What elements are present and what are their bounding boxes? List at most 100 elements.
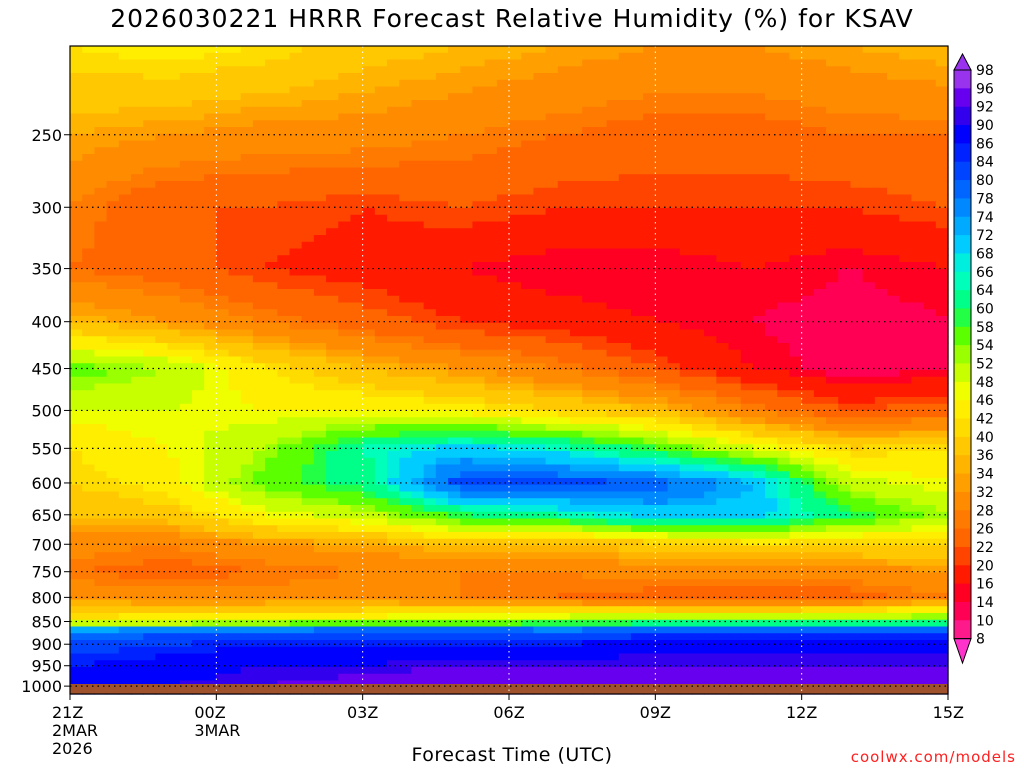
humidity-cell — [911, 424, 925, 432]
humidity-cell — [106, 397, 120, 405]
humidity-cell — [704, 228, 717, 236]
humidity-cell — [167, 444, 181, 452]
humidity-cell — [70, 289, 83, 297]
humidity-cell — [935, 403, 949, 412]
humidity-cell — [509, 127, 522, 135]
humidity-cell — [70, 100, 83, 108]
humidity-cell — [204, 255, 217, 263]
humidity-cell — [106, 505, 120, 513]
humidity-cell — [472, 390, 486, 398]
humidity-cell — [606, 214, 620, 223]
humidity-cell — [874, 424, 888, 432]
humidity-cell — [289, 397, 303, 405]
humidity-cell — [338, 255, 352, 263]
humidity-cell — [362, 228, 376, 236]
humidity-cell — [228, 201, 242, 209]
humidity-cell — [752, 491, 766, 499]
humidity-cell — [216, 363, 230, 371]
humidity-cell — [118, 451, 132, 459]
humidity-cell — [350, 289, 364, 297]
humidity-cell — [277, 214, 291, 223]
humidity-cell — [801, 235, 815, 243]
humidity-cell — [301, 397, 315, 405]
humidity-cell — [643, 228, 656, 236]
humidity-cell — [155, 59, 169, 67]
humidity-cell — [789, 289, 803, 297]
humidity-cell — [143, 457, 156, 466]
humidity-cell — [301, 356, 315, 364]
humidity-cell — [765, 424, 778, 432]
humidity-cell — [813, 241, 827, 250]
humidity-cell — [289, 437, 303, 445]
humidity-cell — [728, 255, 742, 263]
humidity-cell — [204, 309, 217, 317]
humidity-cell — [740, 174, 754, 182]
humidity-cell — [801, 228, 815, 236]
humidity-cell — [874, 464, 888, 472]
humidity-cell — [813, 113, 827, 121]
humidity-cell — [752, 262, 766, 270]
humidity-cell — [838, 268, 852, 277]
humidity-cell — [228, 505, 242, 513]
humidity-cell — [228, 46, 242, 54]
humidity-cell — [240, 403, 254, 412]
humidity-cell — [350, 397, 364, 405]
humidity-cell — [923, 221, 937, 229]
humidity-cell — [533, 295, 547, 304]
humidity-cell — [850, 100, 864, 108]
humidity-cell — [509, 383, 522, 391]
humidity-cell — [838, 295, 852, 304]
humidity-cell — [362, 397, 376, 405]
humidity-cell — [179, 282, 193, 290]
humidity-cell — [179, 484, 193, 493]
humidity-cell — [728, 59, 742, 67]
humidity-cell — [704, 255, 717, 263]
humidity-cell — [813, 410, 827, 418]
humidity-cell — [826, 491, 839, 499]
humidity-cell — [484, 403, 498, 412]
humidity-cell — [667, 100, 681, 108]
humidity-cell — [826, 113, 839, 121]
humidity-cell — [484, 221, 498, 229]
humidity-cell — [655, 376, 669, 385]
humidity-cell — [423, 343, 437, 351]
humidity-cell — [240, 430, 254, 439]
humidity-cell — [448, 127, 461, 135]
humidity-cell — [838, 336, 852, 344]
humidity-cell — [789, 498, 803, 506]
humidity-cell — [850, 478, 864, 486]
humidity-cell — [301, 410, 315, 418]
humidity-cell — [228, 390, 242, 398]
humidity-cell — [557, 451, 571, 459]
humidity-cell — [289, 106, 303, 115]
humidity-cell — [362, 417, 376, 425]
humidity-cell — [277, 329, 291, 337]
humidity-cell — [204, 471, 217, 479]
humidity-cell — [618, 268, 632, 277]
humidity-cell — [911, 349, 925, 358]
humidity-cell — [582, 430, 595, 439]
humidity-cell — [752, 343, 766, 351]
humidity-cell — [569, 491, 583, 499]
humidity-cell — [826, 79, 839, 88]
humidity-cell — [472, 140, 486, 148]
humidity-cell — [301, 282, 315, 290]
humidity-cell — [326, 268, 339, 277]
humidity-cell — [155, 356, 169, 364]
humidity-cell — [155, 73, 169, 81]
humidity-cell — [752, 194, 766, 202]
humidity-cell — [545, 241, 559, 250]
humidity-cell — [935, 241, 949, 250]
humidity-cell — [618, 478, 632, 486]
humidity-cell — [423, 160, 437, 169]
humidity-cell — [850, 457, 864, 466]
humidity-cell — [923, 73, 937, 81]
humidity-cell — [740, 471, 754, 479]
humidity-cell — [887, 302, 900, 310]
humidity-cell — [509, 424, 522, 432]
humidity-cell — [155, 437, 169, 445]
humidity-cell — [191, 464, 205, 472]
humidity-cell — [435, 498, 449, 506]
humidity-cell — [557, 383, 571, 391]
humidity-cell — [911, 262, 925, 270]
